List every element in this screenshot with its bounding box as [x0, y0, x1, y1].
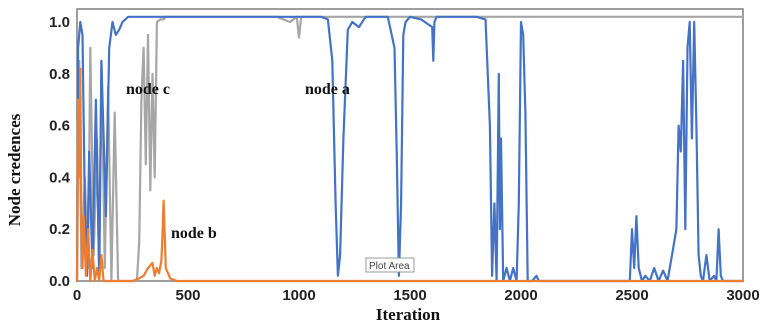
series-layer: [75, 15, 745, 283]
x-tick-label: 1500: [393, 287, 426, 304]
series-label-node-b: node b: [171, 225, 217, 242]
series-line-node-b: [75, 67, 745, 283]
y-tick-label: 0.6: [49, 118, 70, 135]
tooltip-box: [365, 257, 415, 273]
y-axis-ticks: 0.0 0.2 0.4 0.6 0.8 1.0: [49, 14, 71, 290]
x-tick-label: 0: [73, 287, 81, 304]
y-tick-label: 0.8: [49, 66, 70, 83]
x-tick-label: 1000: [282, 287, 315, 304]
y-axis-title: Node credences: [5, 113, 24, 226]
x-tick-label: 2500: [615, 287, 648, 304]
series-line-node-a: [75, 15, 745, 283]
x-axis-ticks: 0 500 1000 1500 2000 2500 3000: [73, 287, 760, 304]
x-tick-label: 3000: [726, 287, 759, 304]
x-axis-title: Iteration: [376, 305, 441, 324]
x-tick-label: 2000: [504, 287, 537, 304]
x-tick-label: 500: [175, 287, 200, 304]
series-label-node-a: node a: [305, 81, 350, 98]
y-tick-label: 0.2: [49, 221, 70, 238]
y-tick-label: 0.4: [49, 169, 71, 186]
y-tick-label: 1.0: [49, 14, 70, 31]
series-label-node-c: node c: [126, 81, 170, 98]
plot-area-tooltip: Plot Area: [365, 257, 415, 273]
y-tick-label: 0.0: [49, 273, 70, 290]
tooltip-text: Plot Area: [369, 261, 410, 272]
